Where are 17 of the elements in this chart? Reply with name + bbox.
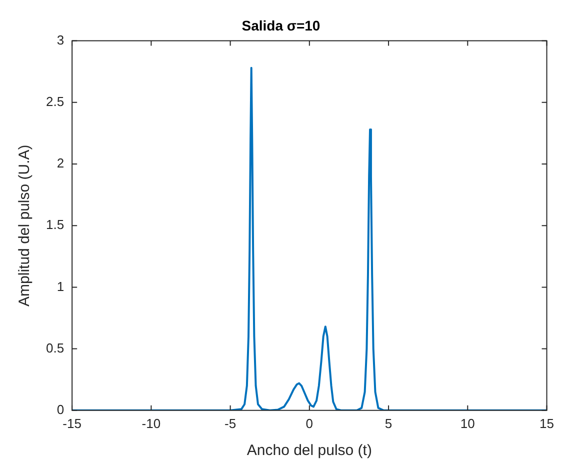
x-tick-label: -10 (142, 416, 161, 431)
x-tick-label: 10 (460, 416, 475, 431)
x-tick-label: 15 (540, 416, 554, 431)
y-tick-label: 2.5 (46, 94, 64, 109)
x-tick-label: 5 (384, 416, 392, 431)
y-tick-label: 3 (56, 32, 64, 48)
x-tick-label: 0 (306, 416, 314, 431)
y-tick-label: 2 (56, 156, 64, 171)
y-tick-label: 0 (56, 402, 64, 417)
chart-title: Salida σ=10 (242, 17, 320, 34)
y-tick-label: 1.5 (46, 217, 64, 232)
y-axis-title: Amplitud del pulso (U.A) (16, 144, 34, 306)
x-axis-title: Ancho del pulso (t) (246, 442, 372, 460)
x-tick-label: -5 (224, 416, 236, 431)
x-tick-label: -15 (62, 416, 82, 431)
y-tick-label: 0.5 (46, 340, 64, 356)
y-tick-label: 1 (56, 278, 64, 294)
